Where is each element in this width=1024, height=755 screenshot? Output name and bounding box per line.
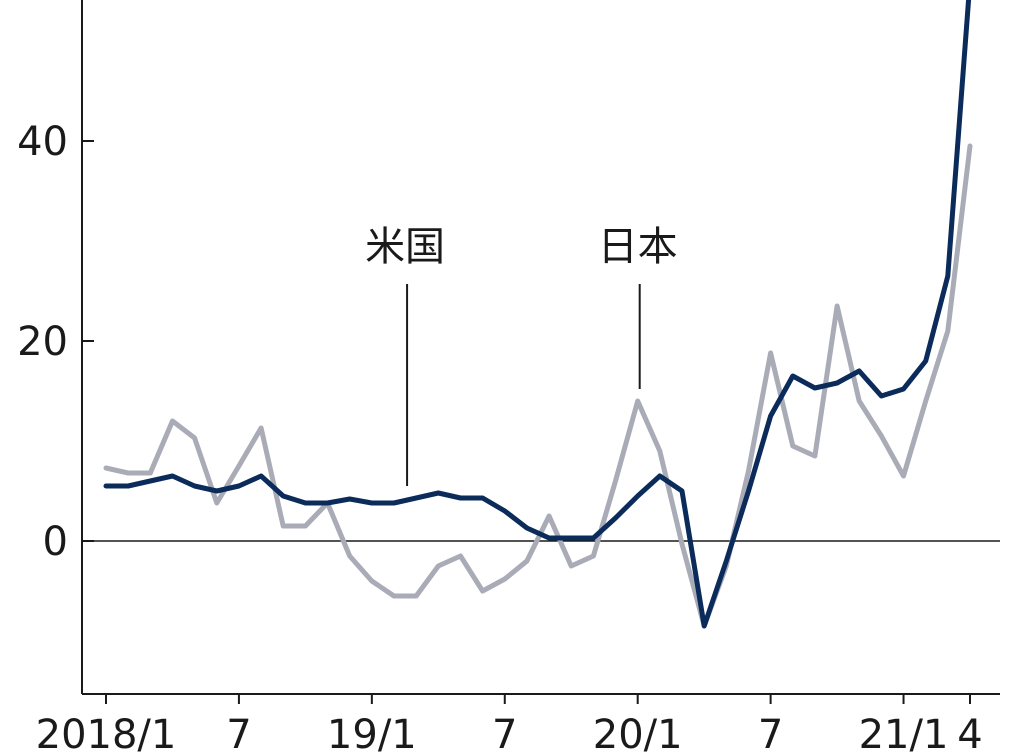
x-tick-label: 7	[758, 712, 783, 755]
series-line	[103, 143, 973, 629]
y-tick-label: 0	[43, 519, 68, 565]
y-tick-label: 20	[17, 319, 68, 365]
annotation-label: 米国	[365, 224, 445, 270]
series-annotations: 米国 日本	[365, 224, 678, 486]
x-tick-label: 7	[492, 712, 517, 755]
annotation-label: 日本	[598, 224, 678, 270]
x-tick-label: 7	[226, 712, 251, 755]
x-axis: 2018/1 7 19/1 7 20/1 7 21/1 4	[36, 693, 1000, 755]
x-tick-label: 4	[957, 712, 982, 755]
y-tick-label: 40	[17, 119, 68, 165]
x-tick-label: 21/1	[859, 712, 949, 755]
x-tick-label: 19/1	[327, 712, 417, 755]
x-tick-label: 2018/1	[36, 712, 177, 755]
series-lines	[103, 0, 973, 629]
x-tick-label: 20/1	[593, 712, 683, 755]
y-axis: 0 20 40	[17, 0, 94, 694]
series-line	[103, 0, 972, 629]
